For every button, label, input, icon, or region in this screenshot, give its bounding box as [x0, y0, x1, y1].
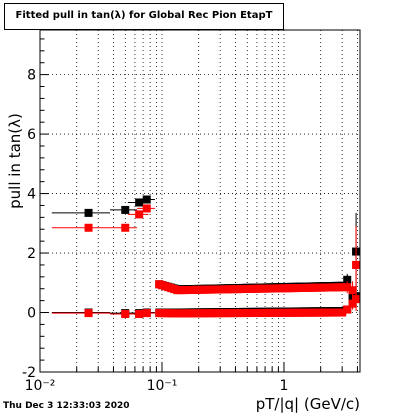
data-point — [343, 275, 352, 284]
y-tick-label: 8 — [27, 68, 36, 84]
y-tick-label: 4 — [27, 187, 36, 203]
data-point — [121, 205, 130, 214]
data-point — [343, 283, 352, 292]
x-axis-label: pT/|q| (GeV/c) — [256, 395, 360, 413]
chart-title: Fitted pull in tan(λ) for Global Rec Pio… — [15, 10, 273, 21]
data-marks — [51, 195, 361, 319]
y-tick-label: 6 — [27, 127, 36, 143]
data-point — [338, 308, 347, 317]
chart-title-box: Fitted pull in tan(λ) for Global Rec Pio… — [4, 3, 284, 30]
data-point — [142, 309, 151, 318]
data-point — [84, 223, 93, 232]
data-point — [142, 195, 151, 204]
data-point — [135, 210, 144, 219]
data-point — [84, 208, 93, 217]
data-point — [121, 310, 130, 319]
data-point — [84, 309, 93, 318]
timestamp: Thu Dec 3 12:33:03 2020 — [3, 401, 130, 411]
x-tick-label: 1 — [280, 378, 289, 394]
data-point — [352, 295, 361, 304]
data-point — [352, 260, 361, 269]
data-point — [142, 204, 151, 213]
y-axis-label: pull in tan(λ) — [6, 113, 24, 209]
data-point — [121, 223, 130, 232]
x-tick-label: 10⁻² — [25, 378, 56, 394]
data-point — [348, 286, 357, 295]
x-tick-label: 10⁻¹ — [147, 378, 178, 394]
axes: 10⁻² 10⁻¹ 1 -2 0 2 4 6 8 — [22, 38, 358, 394]
y-tick-label: 0 — [27, 306, 36, 322]
data-point — [343, 305, 352, 314]
y-tick-label: 2 — [27, 246, 36, 262]
data-point — [135, 310, 144, 319]
data-point — [338, 283, 347, 292]
plot-frame — [39, 29, 361, 373]
y-tick-label: -2 — [22, 365, 36, 381]
data-point — [135, 198, 144, 207]
data-point — [348, 299, 357, 308]
grid — [40, 30, 360, 372]
